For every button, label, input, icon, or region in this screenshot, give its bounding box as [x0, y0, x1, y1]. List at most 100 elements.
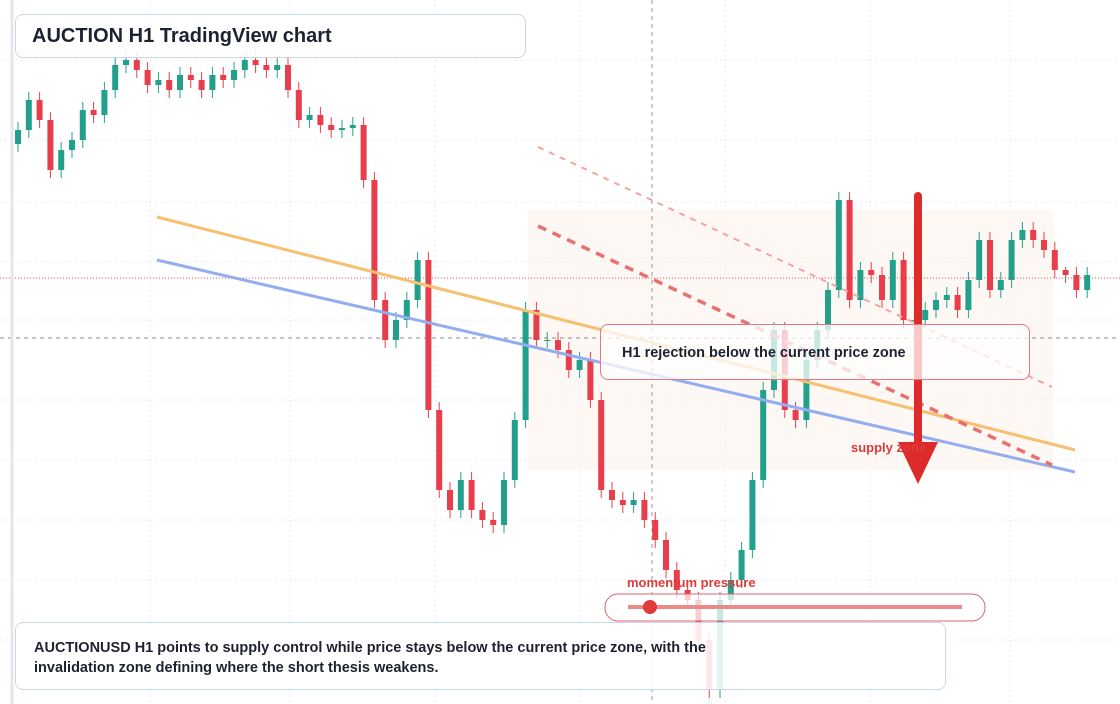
candle-body: [1041, 240, 1047, 250]
candle-body: [1051, 250, 1058, 270]
candle-body: [252, 60, 259, 65]
candle-body: [598, 400, 605, 490]
candle-body: [144, 70, 151, 85]
candle-body: [25, 100, 32, 130]
candle-body: [90, 110, 97, 115]
candle-body: [166, 80, 173, 90]
candle-body: [393, 320, 399, 340]
candle-body: [587, 360, 594, 400]
candle-body: [317, 115, 324, 125]
candle-body: [339, 128, 345, 130]
candle-body: [479, 510, 486, 520]
caption-text: AUCTIONUSD H1 points to supply control w…: [34, 640, 706, 676]
pressure-dot: [643, 600, 657, 614]
candle-body: [425, 260, 432, 410]
candle-body: [933, 300, 939, 310]
candle-body: [857, 270, 864, 300]
candle-body: [976, 240, 983, 280]
candle-body: [15, 130, 21, 144]
candle-body: [295, 90, 302, 120]
title: AUCTION H1 TradingView chart: [15, 14, 526, 58]
candle-body: [274, 65, 281, 70]
candle-body: [673, 570, 680, 590]
candle-body: [69, 140, 75, 150]
candle-body: [868, 270, 875, 275]
candle-body: [79, 110, 86, 140]
candle-body: [47, 120, 54, 170]
candle-body: [879, 275, 885, 300]
candle-body: [997, 280, 1004, 290]
candle-body: [285, 65, 291, 90]
trend-line: [537, 224, 1053, 467]
candle-body: [1030, 230, 1037, 240]
candle-body: [231, 70, 237, 80]
candle-body: [414, 260, 421, 300]
candle-body: [1019, 230, 1026, 240]
candle-body: [825, 290, 831, 330]
annotation: supply zone: [851, 440, 926, 455]
candle-body: [501, 480, 507, 525]
candle-body: [360, 125, 367, 180]
candle-body: [187, 75, 194, 80]
candle-body: [1073, 275, 1080, 290]
candle-body: [198, 80, 205, 90]
candle-body: [641, 500, 648, 520]
candle-body: [792, 410, 799, 420]
candle-body: [123, 60, 129, 65]
annotation-box: H1 rejection below the current price zon…: [600, 324, 1030, 380]
candle-body: [447, 490, 453, 510]
candle-body: [1062, 270, 1069, 275]
candle-body: [58, 150, 65, 170]
candle-body: [889, 260, 896, 300]
candle-body: [403, 300, 410, 320]
candle-body: [760, 390, 767, 480]
candle-body: [328, 125, 335, 130]
candle-body: [922, 310, 929, 320]
candle-body: [511, 420, 518, 480]
candle-body: [609, 490, 615, 500]
candle-body: [155, 80, 162, 85]
candle-body: [349, 125, 356, 128]
annotation: momentum pressure: [627, 575, 756, 590]
arrow-head: [898, 442, 938, 484]
candle-body: [1084, 275, 1091, 290]
candle-body: [263, 65, 270, 70]
candle-body: [565, 350, 572, 370]
candle-body: [209, 75, 216, 90]
candle-body: [101, 90, 108, 115]
candle-body: [241, 60, 248, 70]
candle-body: [306, 115, 313, 120]
candle-body: [177, 75, 183, 90]
candle-body: [220, 75, 227, 80]
candle-body: [468, 480, 475, 510]
candle-body: [652, 520, 659, 540]
candle-body: [544, 340, 551, 341]
candle-body: [803, 360, 810, 420]
candle-body: [522, 310, 529, 420]
candle-body: [490, 520, 497, 525]
candle-body: [555, 340, 561, 350]
candle-body: [663, 540, 669, 570]
candle-body: [749, 480, 756, 550]
candle-body: [371, 180, 378, 300]
candle-body: [112, 65, 119, 90]
candle-body: [943, 295, 950, 300]
candle-body: [36, 100, 43, 120]
candle-body: [900, 260, 907, 320]
candle-body: [846, 200, 853, 300]
candle-body: [619, 500, 626, 505]
candle-body: [630, 500, 637, 505]
candle-body: [987, 240, 993, 290]
candle-body: [533, 310, 540, 340]
candle-body: [727, 580, 734, 600]
candle-body: [382, 300, 389, 340]
candle-body: [738, 550, 745, 580]
candle-body: [133, 60, 140, 70]
caption: AUCTIONUSD H1 points to supply control w…: [15, 622, 946, 690]
candle-body: [436, 410, 443, 490]
candle-body: [835, 200, 842, 290]
candle-body: [576, 360, 583, 370]
candle-body: [965, 280, 972, 310]
candle-body: [457, 480, 464, 510]
